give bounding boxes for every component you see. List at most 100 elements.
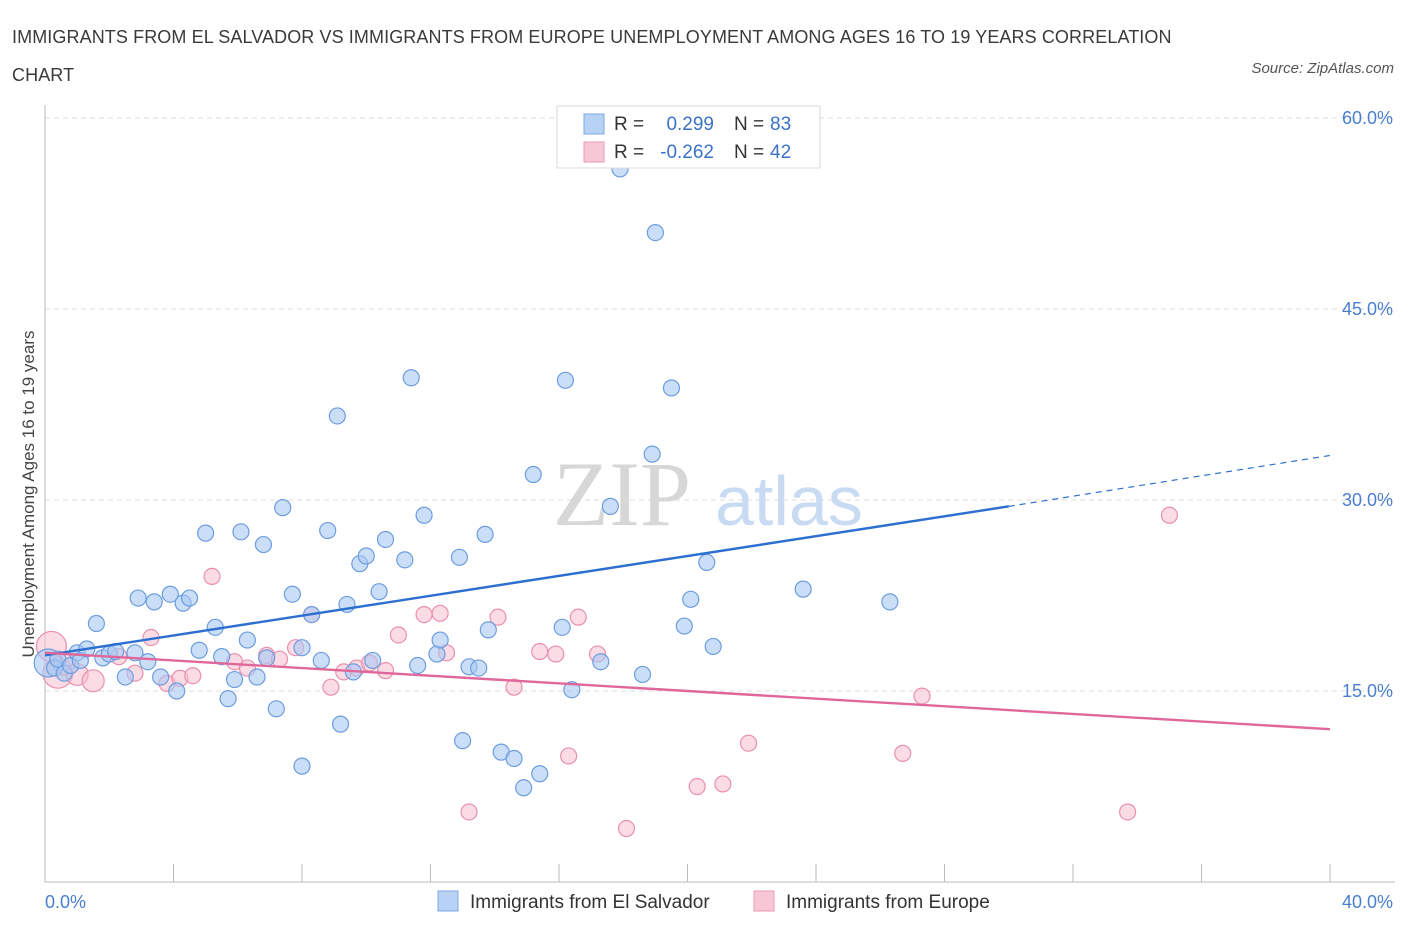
bottom-legend-europe: Immigrants from Europe bbox=[786, 892, 990, 913]
el-salvador-point bbox=[152, 668, 170, 686]
europe-point bbox=[531, 642, 549, 661]
el-salvador-point bbox=[592, 653, 610, 671]
y-axis-label: Unemployment Among Ages 16 to 19 years bbox=[19, 331, 38, 658]
europe-point bbox=[560, 747, 578, 765]
el-salvador-point bbox=[428, 645, 446, 663]
watermark: ZIP atlas bbox=[553, 443, 863, 545]
y-tick-label: 60.0% bbox=[1342, 108, 1393, 128]
el-salvador-point bbox=[357, 547, 375, 565]
el-salvador-point bbox=[454, 732, 472, 750]
el-salvador-point bbox=[116, 668, 134, 686]
europe-point bbox=[688, 777, 706, 796]
watermark-zip: ZIP bbox=[553, 443, 691, 545]
el-salvador-point bbox=[274, 499, 292, 517]
el-salvador-point bbox=[258, 649, 276, 667]
el-salvador-point bbox=[633, 665, 652, 684]
europe-point bbox=[505, 678, 523, 696]
el-salvador-point bbox=[704, 637, 722, 656]
el-salvador-point bbox=[87, 614, 106, 633]
grid-layer bbox=[45, 117, 1395, 692]
el-salvador-trend-line bbox=[44, 505, 1009, 657]
el-salvador-point bbox=[319, 521, 337, 540]
europe-point bbox=[739, 734, 758, 752]
el-salvador-point bbox=[197, 524, 215, 542]
el-salvador-point bbox=[675, 617, 693, 635]
el-salvador-point bbox=[312, 651, 330, 670]
y-tick-label: 15.0% bbox=[1342, 681, 1393, 701]
bottom-legend-swatch-europe bbox=[753, 890, 775, 912]
europe-trend-line bbox=[44, 651, 1331, 731]
el-salvador-point bbox=[553, 618, 571, 636]
el-salvador-point bbox=[515, 779, 533, 797]
legend-r-value-2: -0.262 bbox=[660, 142, 714, 163]
el-salvador-trend-extension bbox=[1008, 454, 1331, 507]
el-salvador-point bbox=[293, 757, 311, 775]
legend-n-value-2: 42 bbox=[770, 142, 791, 163]
europe-point bbox=[431, 604, 449, 622]
el-salvador-point bbox=[370, 583, 388, 601]
europe-point bbox=[714, 775, 732, 793]
el-salvador-point bbox=[376, 530, 395, 549]
el-salvador-point bbox=[662, 379, 681, 397]
axes-layer bbox=[44, 105, 1395, 883]
el-salvador-point bbox=[161, 585, 179, 603]
el-salvador-point bbox=[238, 631, 256, 649]
bottom-legend-el-salvador: Immigrants from El Salvador bbox=[470, 892, 710, 913]
el-salvador-point bbox=[531, 765, 549, 783]
el-salvador-point bbox=[643, 445, 661, 463]
el-salvador-point bbox=[267, 700, 285, 718]
el-salvador-point bbox=[415, 506, 433, 524]
el-salvador-point bbox=[524, 465, 542, 484]
europe-point bbox=[547, 645, 565, 663]
el-salvador-point bbox=[331, 715, 350, 733]
europe-point bbox=[81, 669, 105, 693]
legend-r-value-1: 0.299 bbox=[666, 114, 714, 135]
el-salvador-point bbox=[283, 585, 301, 603]
el-salvador-point bbox=[794, 580, 812, 598]
legend-r-label-2: R = bbox=[614, 142, 644, 163]
europe-point bbox=[460, 803, 478, 821]
x-tick-label: 40.0% bbox=[1342, 892, 1393, 912]
trend-lines bbox=[44, 454, 1331, 731]
europe-point bbox=[489, 608, 507, 626]
el-salvador-point bbox=[402, 369, 420, 387]
el-salvador-point bbox=[219, 690, 237, 708]
y-tick-label: 30.0% bbox=[1342, 490, 1393, 510]
el-salvador-point bbox=[248, 668, 266, 686]
europe-point bbox=[389, 626, 407, 644]
el-salvador-point bbox=[129, 589, 147, 607]
el-salvador-point bbox=[505, 749, 523, 768]
el-salvador-point bbox=[450, 548, 469, 566]
europe-point bbox=[203, 567, 221, 586]
el-salvador-point bbox=[213, 648, 231, 666]
legend-swatch-el-salvador bbox=[583, 113, 605, 135]
el-salvador-point bbox=[225, 670, 244, 689]
europe-point bbox=[415, 605, 433, 624]
europe-point bbox=[617, 819, 636, 838]
tick-labels: 15.0% 30.0% 45.0% 60.0% 0.0% 40.0% bbox=[45, 108, 1393, 912]
europe-point bbox=[569, 608, 587, 626]
el-salvador-point bbox=[476, 525, 494, 543]
el-salvador-point bbox=[409, 656, 427, 675]
el-salvador-point bbox=[145, 593, 163, 611]
el-salvador-point bbox=[682, 590, 700, 608]
el-salvador-point bbox=[479, 621, 497, 639]
europe-point bbox=[376, 662, 395, 680]
series-legend: Immigrants from El Salvador Immigrants f… bbox=[437, 890, 990, 913]
el-salvador-point bbox=[190, 641, 208, 659]
europe-point bbox=[1119, 803, 1137, 821]
el-salvador-point bbox=[232, 523, 250, 541]
x-tick-label: 0.0% bbox=[45, 892, 86, 912]
el-salvador-point bbox=[563, 681, 581, 699]
legend-swatch-europe bbox=[583, 141, 605, 163]
europe-point bbox=[1160, 506, 1178, 524]
el-salvador-points bbox=[33, 160, 899, 797]
el-salvador-point bbox=[293, 639, 311, 657]
europe-point bbox=[184, 667, 202, 685]
legend-n-label-1: N = bbox=[734, 114, 764, 135]
legend-r-label-1: R = bbox=[614, 114, 644, 135]
europe-points bbox=[35, 506, 1178, 838]
y-tick-label: 45.0% bbox=[1342, 299, 1393, 319]
bottom-legend-swatch-el-salvador bbox=[437, 890, 459, 912]
